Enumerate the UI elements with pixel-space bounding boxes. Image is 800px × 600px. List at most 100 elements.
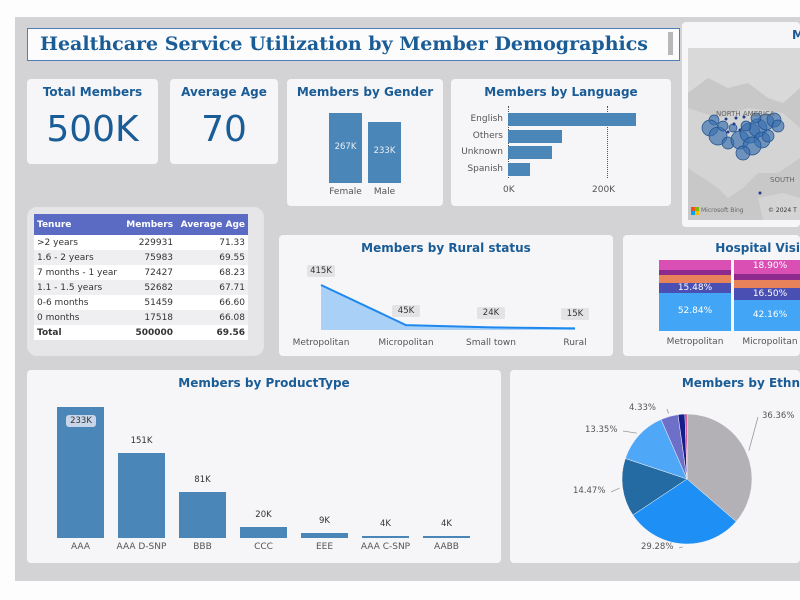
language-bar[interactable] [508,146,552,160]
gender-axis-label: Male [373,187,396,197]
cell-average-age: 68.23 [219,267,245,278]
map-dot[interactable] [738,128,742,132]
product-chart-card: Members by ProductType 233K AAA 151K AAA D-… [27,370,501,563]
map-dot[interactable] [758,191,762,195]
language-plot: English Others Unknown Spanish 0K 200K [451,79,671,206]
product-axis-label: AAA C-SNP [360,542,411,552]
rural-axis-label: Small town [466,338,516,348]
gender-bar[interactable] [329,113,362,183]
hospital-plot: 52.84% 15.48% Metropolitan 42.16% 16.50% 18.9… [623,235,800,356]
product-bar[interactable] [301,532,348,538]
microsoft-logo-quad [691,211,695,215]
map-bubble[interactable] [761,129,775,143]
language-x-tick: 200K [592,185,616,195]
cell-tenure: Total [34,325,123,340]
map-dot[interactable] [724,117,728,121]
rural-data-label: 24K [477,307,505,320]
hospital-segment [659,260,731,270]
table-row[interactable]: 0 months 17518 66.08 [34,310,248,325]
table-row[interactable]: 1.1 - 1.5 years 52682 67.71 [34,280,248,295]
ethnicity-slice[interactable] [684,413,688,480]
map-copyright: © 2024 T [768,207,797,214]
language-bar[interactable] [508,113,636,126]
kpi-average-age: Average Age 70 [170,79,278,164]
table-row[interactable]: >2 years 229931 71.33 [34,235,248,250]
rural-line[interactable] [320,284,576,330]
scroll-handle[interactable] [668,32,673,55]
gender-bar[interactable] [368,121,401,183]
product-bar[interactable] [57,407,104,538]
product-axis-label: EEE [315,542,334,552]
chart-title: Members by Gender [296,85,434,99]
map-bubble[interactable] [735,145,751,161]
map-dot[interactable] [734,116,738,120]
product-data-label: 9K [319,515,330,526]
cell-average-age: 66.60 [219,297,245,308]
chart-title: Members by Ethn [681,376,800,390]
table-row[interactable]: 7 months - 1 year 72427 68.23 [34,265,248,280]
map-label-south: SOUTH [770,176,795,184]
map-bubble[interactable] [771,119,785,133]
kpi-label: Average Age [181,85,267,99]
product-plot: 233K AAA 151K AAA D-SNP 81K BBB 20K CCC 9K EEE 4K A… [27,370,501,563]
ethnicity-slice[interactable] [621,458,688,516]
language-bar[interactable] [508,163,531,177]
cell-members: 17518 [122,310,177,325]
ethnicity-data-label: 29.28% [641,542,674,552]
product-axis-label: CCC [254,542,273,552]
map-land-south [758,193,800,220]
ethnicity-leader-line [666,408,669,414]
language-bar[interactable] [508,129,563,143]
map-bubble[interactable] [740,120,752,132]
chart-title: Members by ProductType [178,376,350,390]
language-axis-label: English [470,114,504,124]
map-dot[interactable] [742,115,746,119]
cell-tenure: 0-6 months [37,297,89,308]
hospital-stacked-bar[interactable]: 52.84% 15.48% [659,260,731,331]
product-bar[interactable] [179,492,226,538]
table-row[interactable]: 0-6 months 51459 66.60 [34,295,248,310]
product-bar[interactable] [240,526,287,538]
chart-title: Hospital Visi [715,241,800,255]
rural-data-label: 415K [307,265,335,277]
column-header-members[interactable]: Members [122,214,177,235]
hospital-stacked-bar[interactable]: 42.16% 16.50% 18.90% [734,260,800,331]
rural-axis-label: Rural [563,338,587,348]
hospital-segment: 15.48% [659,282,731,294]
ethnicity-slice[interactable] [686,413,753,522]
language-axis-label: Others [472,130,503,141]
map-label-continent: NORTH AMERICA [716,110,775,118]
table-header-row: Tenure Members Average Age [34,214,248,235]
column-header-tenure[interactable]: Tenure [34,214,123,235]
cell-members: 500000 [122,325,177,340]
ethnicity-data-label: 4.33% [629,403,657,413]
product-bar[interactable] [362,535,409,538]
map-dot[interactable] [726,130,730,134]
map-bubbles [701,112,785,195]
product-axis-label: AAA [71,542,90,552]
map-dot[interactable] [732,122,736,126]
product-data-label: 20K [255,509,272,520]
hospital-axis-label: Metropolitan [666,337,724,347]
hospital-segment [659,275,731,283]
product-bar[interactable] [423,535,470,538]
cell-members: 72427 [144,267,174,278]
hospital-visits-card: Hospital Visi 52.84% 15.48% Metropolitan 42… [623,235,800,356]
table-total-row[interactable]: Total 500000 69.56 [34,325,248,340]
map-bubble[interactable] [750,112,762,124]
table-row[interactable]: 1.6 - 2 years 75983 69.55 [34,250,248,265]
product-bar[interactable] [118,453,165,538]
ethnicity-slice[interactable] [632,478,737,545]
map-bubble[interactable] [717,120,729,132]
hospital-segment [659,269,731,276]
ethnicity-slice[interactable] [625,419,688,480]
kpi-value: 70 [201,109,247,150]
cell-tenure: 1.1 - 1.5 years [34,280,123,295]
hospital-segment: 52.84% [659,293,731,331]
product-axis-label: AAA D-SNP [116,542,167,552]
map-bubble[interactable] [728,123,738,133]
column-header-average-age[interactable]: Average Age [176,214,248,235]
language-chart-card: Members by Language English Others Unknown… [451,79,671,206]
language-axis-label: Unknown [461,147,503,158]
member-map[interactable]: NORTH AMERICA SOUTH Microsoft Bing © 202… [688,48,800,220]
